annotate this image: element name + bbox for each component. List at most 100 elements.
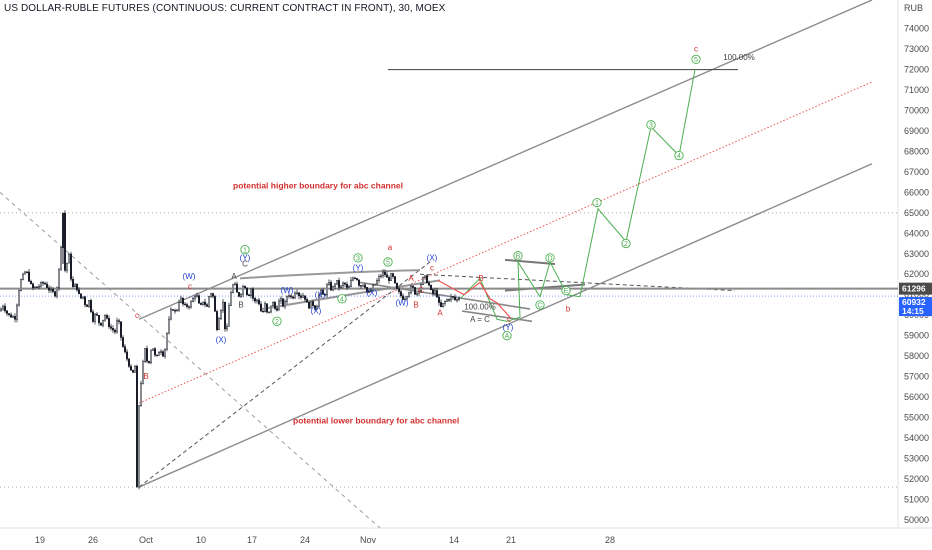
candle-body bbox=[264, 303, 266, 313]
candle-body bbox=[4, 305, 6, 312]
candle-body bbox=[204, 301, 206, 305]
wave-label: 100.00% bbox=[464, 303, 496, 312]
diagonal-dashed-line bbox=[0, 191, 381, 529]
price-tick-label: 61000 bbox=[904, 290, 929, 300]
candle-body bbox=[206, 304, 208, 307]
red-projection-path bbox=[437, 279, 511, 318]
candle-body bbox=[64, 212, 66, 271]
candle-body bbox=[32, 283, 34, 289]
wave-label: 3 bbox=[356, 255, 360, 262]
candle-body bbox=[248, 294, 250, 297]
wave-label: A bbox=[437, 309, 443, 318]
candle-body bbox=[42, 282, 44, 284]
candle-body bbox=[388, 277, 390, 281]
candle-body bbox=[138, 405, 140, 488]
candle-body bbox=[302, 295, 304, 298]
wave-label: C bbox=[242, 260, 248, 269]
candle-body bbox=[144, 348, 146, 363]
candle-body bbox=[162, 351, 164, 357]
candle-body bbox=[350, 279, 352, 287]
candle-body bbox=[50, 288, 52, 291]
time-tick-label: 24 bbox=[300, 535, 310, 545]
candle-body bbox=[184, 303, 186, 306]
candle-body bbox=[280, 298, 282, 302]
candle-body bbox=[100, 322, 102, 326]
wave-y-line bbox=[359, 281, 531, 310]
candle-body bbox=[418, 290, 420, 294]
candle-body bbox=[88, 300, 90, 307]
candle-body bbox=[326, 284, 328, 296]
channel-midline bbox=[138, 81, 873, 404]
candle-body bbox=[244, 286, 246, 289]
candle-body bbox=[92, 311, 94, 322]
wave-label: C bbox=[418, 286, 424, 295]
candle-body bbox=[46, 283, 48, 288]
candle-body bbox=[44, 282, 46, 285]
candle-body bbox=[410, 285, 412, 294]
candle-body bbox=[176, 309, 178, 312]
candle-body bbox=[224, 301, 226, 330]
price-tick-label: 53000 bbox=[904, 453, 929, 463]
candle-body bbox=[194, 296, 196, 299]
candle-body bbox=[432, 289, 434, 294]
candle-body bbox=[312, 301, 314, 306]
candle-body bbox=[70, 253, 72, 280]
candle-body bbox=[132, 370, 134, 373]
candle-body bbox=[158, 351, 160, 356]
wave-label-circle bbox=[513, 251, 523, 261]
candle-body bbox=[360, 285, 362, 287]
candle-body bbox=[12, 316, 14, 318]
time-tick-label: Nov bbox=[360, 535, 377, 545]
channel-annotation: potential lower boundary for abc channel bbox=[293, 416, 459, 426]
candle-body bbox=[150, 350, 152, 363]
candle-body bbox=[242, 286, 244, 295]
wave-label: 100.00% bbox=[723, 53, 755, 62]
candle-body bbox=[164, 348, 166, 357]
candle-body bbox=[228, 305, 230, 327]
candle-body bbox=[200, 303, 202, 305]
candle-body bbox=[52, 288, 54, 292]
candle-body bbox=[414, 287, 416, 295]
candle-body bbox=[330, 282, 332, 291]
wave-label-circle bbox=[674, 150, 684, 161]
candle-body bbox=[174, 310, 176, 312]
wave-label-circle bbox=[691, 54, 701, 64]
price-tag-label: 14:15 bbox=[902, 306, 924, 316]
price-tick-label: 70000 bbox=[904, 106, 929, 116]
candle-body bbox=[296, 292, 298, 294]
wave-label-circle bbox=[535, 300, 545, 310]
upper-channel-line bbox=[138, 0, 873, 320]
candle-body bbox=[370, 289, 372, 292]
candle-body bbox=[124, 346, 126, 353]
lower-channel-line bbox=[138, 163, 873, 488]
wave-label-circle bbox=[592, 197, 602, 208]
candle-body bbox=[448, 299, 450, 301]
triangle-top-line bbox=[504, 258, 556, 265]
time-tick-label: 10 bbox=[196, 535, 206, 545]
candle-body bbox=[134, 365, 136, 373]
candle-body bbox=[140, 382, 142, 406]
candle-body bbox=[78, 289, 80, 294]
wave-label-circle bbox=[337, 294, 347, 304]
candle-body bbox=[260, 303, 262, 312]
candle-body bbox=[98, 314, 100, 324]
candle-body bbox=[262, 310, 264, 313]
candle-body bbox=[172, 309, 174, 311]
wave-label: (X) bbox=[216, 335, 227, 344]
candle-body bbox=[250, 288, 252, 297]
candle-body bbox=[232, 284, 234, 293]
candle-body bbox=[390, 273, 392, 281]
candle-body bbox=[298, 292, 300, 297]
wave-label-circle bbox=[545, 253, 555, 263]
candle-body bbox=[118, 320, 120, 322]
candle-body bbox=[36, 286, 38, 288]
price-tag-label: 61296 bbox=[902, 284, 926, 294]
candle-body bbox=[196, 295, 198, 297]
candle-body bbox=[116, 320, 118, 333]
candle-body bbox=[320, 289, 322, 296]
candle-body bbox=[270, 305, 272, 313]
candle-body bbox=[216, 311, 218, 330]
candle-body bbox=[318, 294, 320, 307]
candle-body bbox=[28, 271, 30, 282]
